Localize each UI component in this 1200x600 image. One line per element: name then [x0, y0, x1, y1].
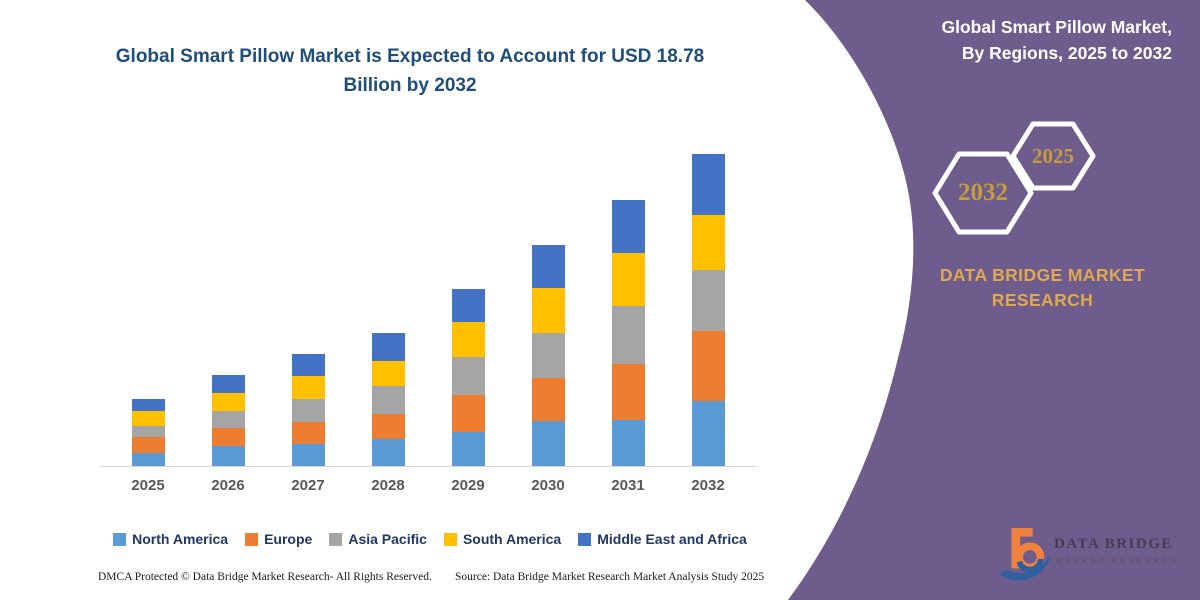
- bar-segment-2030: [531, 288, 565, 333]
- x-axis-label: 2031: [611, 477, 645, 494]
- bar-2031: [611, 200, 645, 466]
- bar-segment-2030: [531, 421, 565, 466]
- bar-2026: [211, 375, 245, 466]
- bar-segment-2027: [291, 376, 325, 399]
- bar-segment-2029: [451, 395, 485, 432]
- dbmr-logo: DATA BRIDGE MARKET RESEARCH: [998, 524, 1179, 586]
- bar-segment-2030: [531, 378, 565, 421]
- bar-2027: [291, 354, 325, 466]
- plot-area: [100, 140, 760, 466]
- bar-2032: [691, 154, 725, 466]
- logo-tagline: MARKET RESEARCH: [1056, 556, 1179, 565]
- bar-segment-2027: [291, 399, 325, 422]
- bar-segment-2026: [211, 393, 245, 411]
- bar-2030: [531, 245, 565, 466]
- bar-2029: [451, 289, 485, 466]
- legend-label: Europe: [264, 531, 313, 547]
- footer-source: Source: Data Bridge Market Research Mark…: [455, 571, 765, 583]
- bar-segment-2027: [291, 444, 325, 466]
- x-axis-label: 2029: [451, 477, 485, 494]
- bar-2025: [131, 399, 165, 466]
- bar-segment-2029: [451, 289, 485, 322]
- bar-segment-2029: [451, 322, 485, 357]
- legend-label: Asia Pacific: [348, 531, 427, 547]
- x-axis-line: [100, 466, 757, 467]
- bar-segment-2032: [691, 215, 725, 270]
- bar-segment-2031: [611, 200, 645, 253]
- chart-legend: North America Europe Asia Pacific South Ame…: [100, 531, 760, 547]
- legend-label: Middle East and Africa: [597, 531, 747, 547]
- footer-copyright: DMCA Protected © Data Bridge Market Rese…: [98, 571, 432, 583]
- legend-item: Asia Pacific: [329, 531, 427, 547]
- bar-segment-2032: [691, 331, 725, 401]
- bar-segment-2028: [371, 361, 405, 386]
- legend-swatch-icon: [443, 532, 457, 546]
- bar-segment-2025: [131, 411, 165, 426]
- bar-segment-2025: [131, 453, 165, 466]
- bar-segment-2025: [131, 399, 165, 411]
- chart-title: Global Smart Pillow Market is Expected t…: [115, 46, 705, 97]
- bar-segment-2026: [211, 428, 245, 446]
- bar-segment-2030: [531, 333, 565, 378]
- legend-label: South America: [462, 531, 562, 547]
- bar-segment-2031: [611, 306, 645, 364]
- bar-segment-2028: [371, 414, 405, 439]
- bar-segment-2028: [371, 333, 405, 361]
- bar-segment-2032: [691, 401, 725, 466]
- bar-segment-2031: [611, 253, 645, 306]
- x-axis-label: 2030: [531, 477, 565, 494]
- legend-swatch-icon: [329, 532, 343, 546]
- legend-swatch-icon: [245, 532, 259, 546]
- legend-item: Europe: [245, 531, 312, 547]
- brand-text-line1: DATA BRIDGE MARKET: [939, 265, 1146, 285]
- brand-text: DATA BRIDGE MARKET RESEARCH: [925, 263, 1160, 314]
- x-axis-labels: 2025 2026 2027 2028 2029 2030 2031 2032: [100, 477, 760, 497]
- bar-segment-2026: [211, 446, 245, 466]
- bar-segment-2026: [211, 411, 245, 428]
- bar-segment-2026: [211, 375, 245, 393]
- bar-segment-2028: [371, 386, 405, 414]
- legend-item: North America: [113, 531, 228, 547]
- bar-2028: [371, 333, 405, 466]
- legend-item: South America: [443, 531, 562, 547]
- legend-label: North America: [132, 531, 229, 547]
- bar-segment-2032: [691, 154, 725, 215]
- bar-segment-2027: [291, 354, 325, 376]
- bar-segment-2028: [371, 439, 405, 466]
- bar-segment-2027: [291, 422, 325, 444]
- x-axis-label: 2028: [371, 477, 405, 494]
- x-axis-label: 2025: [131, 477, 165, 494]
- bar-segment-2032: [691, 270, 725, 331]
- legend-swatch-icon: [578, 532, 592, 546]
- x-axis-label: 2027: [291, 477, 325, 494]
- bar-segment-2025: [131, 426, 165, 437]
- logo-wordmark: DATA BRIDGE: [1054, 536, 1173, 552]
- panel-title: Global Smart Pillow Market, By Regions, …: [941, 17, 1172, 64]
- bar-segment-2029: [451, 432, 485, 466]
- bar-segment-2031: [611, 364, 645, 420]
- bar-segment-2029: [451, 357, 485, 395]
- x-axis-label: 2026: [211, 477, 245, 494]
- legend-item: Middle East and Africa: [578, 531, 747, 547]
- bar-segment-2030: [531, 245, 565, 288]
- brand-text-line2: RESEARCH: [991, 290, 1094, 311]
- legend-swatch-icon: [113, 532, 127, 546]
- bar-segment-2031: [611, 420, 645, 466]
- hexagon-2032-label: 2032: [958, 179, 1008, 206]
- dbmr-logo-mark-icon: [999, 528, 1050, 581]
- hexagon-2025-label: 2025: [1032, 144, 1074, 168]
- x-axis-label: 2032: [691, 477, 725, 494]
- bar-segment-2025: [131, 437, 165, 453]
